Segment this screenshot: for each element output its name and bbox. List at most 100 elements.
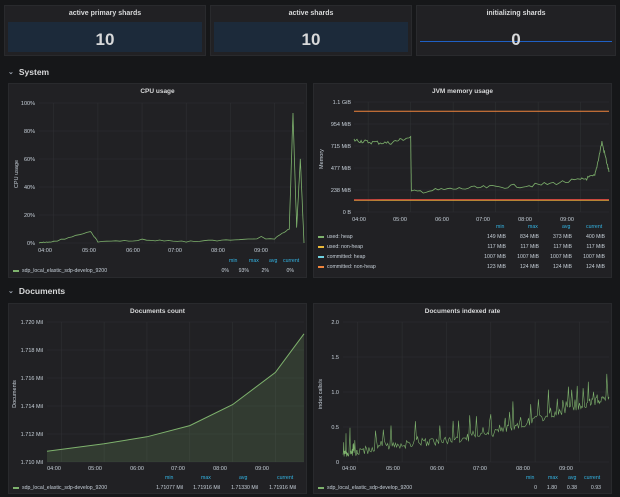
series-line-rate — [342, 373, 610, 457]
y-axis-label: index calls/s — [318, 379, 324, 409]
legend-header-max[interactable]: max — [201, 475, 211, 481]
legend-series-name: committed: non-heap — [327, 264, 376, 270]
stat-background — [8, 22, 202, 52]
grid — [39, 102, 304, 244]
legend-header-min[interactable]: min — [526, 475, 535, 481]
x-tick: 09:00 — [560, 217, 574, 223]
series-lines — [38, 112, 305, 244]
legend-avg: 373 MiB — [552, 234, 572, 240]
legend-avg: 0.38 — [566, 485, 577, 491]
legend-header-current[interactable]: current — [584, 475, 601, 481]
legend-header-avg[interactable]: avg — [562, 224, 571, 230]
y-tick: 1.5 — [331, 355, 339, 361]
x-tick: 05:00 — [393, 217, 407, 223]
legend-header-current[interactable]: current — [283, 258, 300, 264]
legend-max: 1.80 — [546, 485, 557, 491]
chevron-down-icon: ⌄ — [8, 69, 14, 76]
series-lines — [342, 373, 610, 457]
legend-header-max[interactable]: max — [249, 258, 259, 264]
legend: min max avg current sdp_local_elastic_sd… — [318, 475, 601, 493]
chevron-down-icon: ⌄ — [8, 288, 14, 295]
legend-row[interactable]: sdp_local_elastic_sdp-develop_9200 0 1.8… — [318, 484, 601, 492]
x-tick: 08:00 — [516, 466, 530, 472]
y-tick: 20% — [24, 213, 35, 219]
y-tick: 1.716 Mil — [21, 376, 43, 382]
panel-cpu-usage[interactable]: CPU usage 100% 80% 60% 40% 20% 0% CPU us… — [8, 83, 307, 278]
legend-min: 123 MiB — [486, 264, 506, 270]
panel-title: Documents count — [130, 308, 185, 315]
legend-current: 400 MiB — [585, 234, 605, 240]
y-axis-label: Documents — [12, 380, 18, 408]
y-tick: 238 MiB — [331, 188, 352, 194]
legend-max: 834 MiB — [519, 234, 539, 240]
stat-panel-active-shards[interactable]: active shards 10 — [210, 5, 412, 56]
stat-background — [214, 22, 408, 52]
x-tick: 05:00 — [88, 466, 102, 472]
stat-panel-initializing-shards[interactable]: initializing shards 0 — [416, 5, 616, 56]
y-tick: 1.0 — [331, 390, 339, 396]
panel-documents-indexed-rate[interactable]: Documents indexed rate 2.0 1.5 1.0 0.5 0… — [313, 303, 612, 494]
legend-header-max[interactable]: max — [528, 224, 538, 230]
stat-panel-active-primary-shards[interactable]: active primary shards 10 — [4, 5, 206, 56]
legend-max: 93% — [238, 268, 249, 274]
y-tick: 715 MiB — [331, 144, 352, 150]
legend-swatch — [318, 266, 324, 268]
x-tick: 04:00 — [342, 466, 356, 472]
x-tick: 09:00 — [559, 466, 573, 472]
y-ticks: 2.0 1.5 1.0 0.5 0 — [331, 320, 339, 466]
legend-header-current[interactable]: current — [277, 475, 294, 481]
y-tick: 0 B — [343, 210, 352, 216]
legend-row[interactable]: used: heap 149 MiB 834 MiB 373 MiB 400 M… — [318, 233, 605, 241]
legend-current: 0.93 — [590, 485, 601, 491]
legend-series-name: used: non-heap — [327, 244, 364, 250]
legend-max: 124 MiB — [519, 264, 539, 270]
legend-avg: 1.71330 Mil — [231, 485, 258, 491]
y-tick: 1.712 Mil — [21, 432, 43, 438]
grid — [47, 321, 304, 463]
x-tick: 09:00 — [255, 466, 269, 472]
legend-avg: 1007 MiB — [550, 254, 572, 260]
legend-max: 117 MiB — [520, 244, 539, 250]
x-ticks: 04:00 05:00 06:00 07:00 08:00 09:00 — [47, 466, 269, 472]
legend-header-avg[interactable]: avg — [239, 475, 248, 481]
legend-header-min[interactable]: min — [229, 258, 238, 264]
panel-title: JVM memory usage — [431, 88, 494, 95]
legend-min: 149 MiB — [486, 234, 506, 240]
x-tick: 07:00 — [476, 217, 490, 223]
legend-header-min[interactable]: min — [496, 224, 505, 230]
legend-header-current[interactable]: current — [586, 224, 603, 230]
panel-jvm-memory-usage[interactable]: JVM memory usage 1.1 GiB 954 MiB 715 MiB… — [313, 83, 612, 278]
x-ticks: 04:00 05:00 06:00 07:00 08:00 09:00 — [342, 466, 573, 472]
row-header-system[interactable]: ⌄ System — [8, 67, 49, 77]
legend-row[interactable]: sdp_local_elastic_sdp-develop_9200 1.710… — [13, 484, 296, 492]
legend-row[interactable]: used: non-heap 117 MiB 117 MiB 117 MiB 1… — [318, 243, 605, 251]
legend-row[interactable]: committed: heap 1007 MiB 1007 MiB 1007 M… — [318, 253, 605, 261]
y-axis-label: CPU usage — [14, 160, 20, 188]
y-tick: 0.5 — [331, 425, 339, 431]
legend-header-max[interactable]: max — [548, 475, 558, 481]
x-tick: 06:00 — [126, 248, 140, 254]
panel-documents-count[interactable]: Documents count 1.720 Mil 1.718 Mil 1.71… — [8, 303, 307, 494]
y-tick: 80% — [24, 129, 35, 135]
series-line-documents — [46, 333, 305, 452]
row-header-documents[interactable]: ⌄ Documents — [8, 286, 65, 296]
y-tick: 40% — [24, 185, 35, 191]
legend-row[interactable]: sdp_local_elastic_sdp-develop_9200 0% 93… — [13, 267, 296, 275]
legend-min: 0% — [221, 268, 230, 274]
legend-header-avg[interactable]: avg — [269, 258, 278, 264]
legend-current: 1007 MiB — [583, 254, 605, 260]
legend-max: 1.71916 Mil — [193, 485, 220, 491]
y-tick: 60% — [24, 157, 35, 163]
legend-avg: 2% — [261, 268, 270, 274]
legend-header-avg[interactable]: avg — [568, 475, 577, 481]
legend-current: 124 MiB — [585, 264, 605, 270]
x-tick: 08:00 — [518, 217, 532, 223]
y-ticks: 1.1 GiB 954 MiB 715 MiB 477 MiB 238 MiB … — [331, 100, 352, 216]
legend-header-min[interactable]: min — [165, 475, 174, 481]
x-tick: 06:00 — [430, 466, 444, 472]
jvm-chart: 1.1 GiB 954 MiB 715 MiB 477 MiB 238 MiB … — [319, 100, 610, 223]
series-area — [46, 333, 305, 462]
legend-min: 1007 MiB — [484, 254, 506, 260]
legend-row[interactable]: committed: non-heap 123 MiB 124 MiB 124 … — [318, 263, 605, 271]
cpu-chart: 100% 80% 60% 40% 20% 0% CPU usage 04:00 … — [14, 101, 305, 254]
